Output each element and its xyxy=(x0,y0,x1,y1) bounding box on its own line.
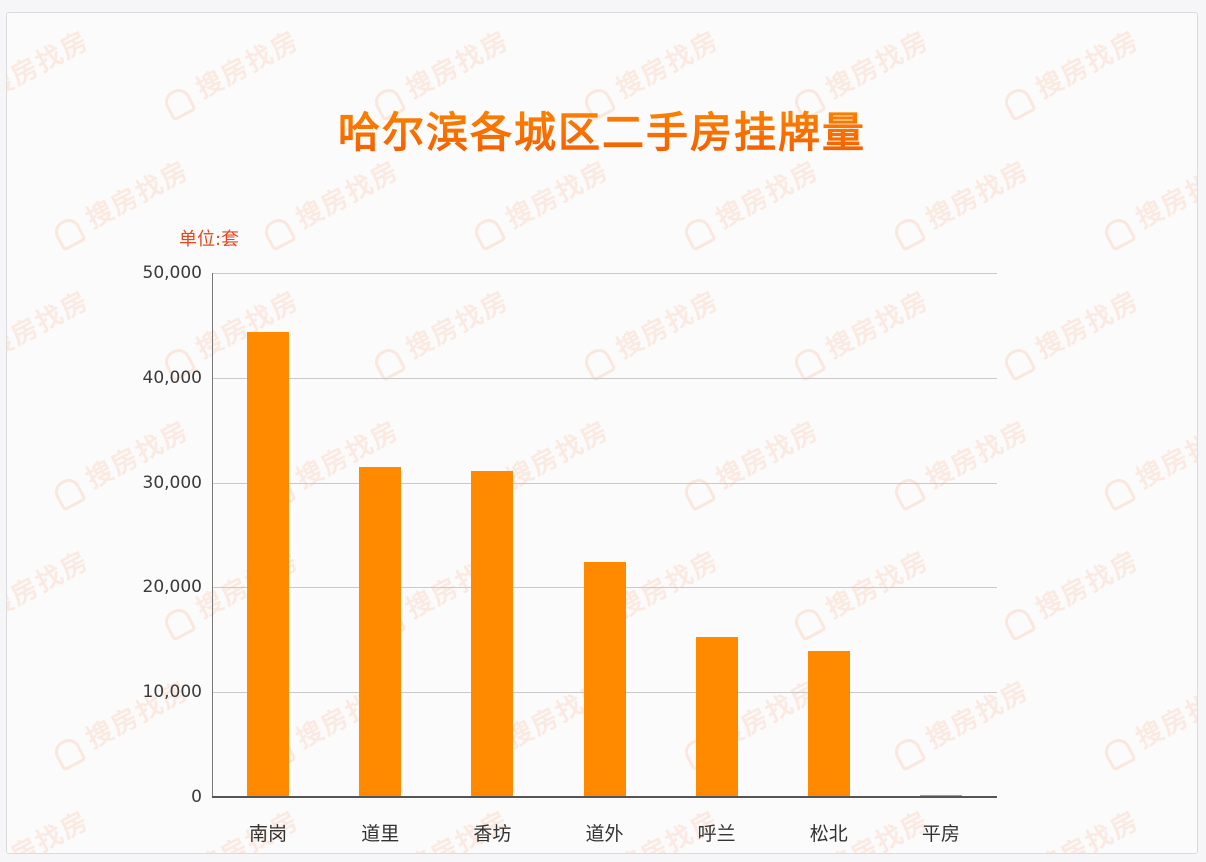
unit-label: 单位:套 xyxy=(179,229,240,250)
watermark: 搜房找房 xyxy=(6,545,95,625)
watermark: 搜房找房 xyxy=(47,410,195,512)
x-tick-label: 平房 xyxy=(921,823,960,845)
x-tick-label: 南岗 xyxy=(249,823,288,845)
x-tick-label: 道外 xyxy=(585,823,624,845)
gridline xyxy=(212,377,997,379)
house-logo-icon xyxy=(1100,214,1137,252)
house-logo-icon xyxy=(790,344,827,382)
house-logo-icon xyxy=(370,344,407,382)
watermark: 搜房找房 xyxy=(887,150,1035,252)
x-axis xyxy=(212,796,997,798)
bar-3 xyxy=(583,562,626,797)
chart-frame: 搜房找房 搜房找房 搜房找房 搜房找房 搜房找房 搜房找房 搜房找房 搜房找房 搜房找房 搜房找房… xyxy=(6,12,1198,854)
chart-title: 哈尔滨各城区二手房挂牌量 xyxy=(7,99,1197,160)
house-logo-icon xyxy=(470,214,507,252)
house-logo-icon xyxy=(890,474,927,512)
house-logo-icon xyxy=(680,474,717,512)
watermark: 搜房找房 xyxy=(677,410,825,512)
watermark: 搜房找房 xyxy=(997,540,1145,642)
x-tick-label: 香坊 xyxy=(473,823,512,845)
house-logo-icon xyxy=(580,344,617,382)
x-tick-label: 松北 xyxy=(809,823,848,845)
bar-1 xyxy=(359,466,402,797)
y-tick-label: 40,000 xyxy=(142,367,202,388)
x-tick-label: 呼兰 xyxy=(697,823,736,845)
watermark: 搜房找房 xyxy=(1097,410,1197,512)
house-logo-icon xyxy=(1000,604,1037,642)
y-tick-label: 0 xyxy=(191,787,202,807)
y-tick-label: 10,000 xyxy=(142,682,202,703)
watermark: 搜房找房 xyxy=(887,670,1035,772)
house-logo-icon xyxy=(890,214,927,252)
bar-4 xyxy=(695,636,738,797)
watermark: 搜房找房 xyxy=(467,150,615,252)
x-tick-label: 道里 xyxy=(361,823,400,845)
watermark: 搜房找房 xyxy=(787,540,935,642)
gridline xyxy=(212,273,997,274)
watermark: 搜房找房 xyxy=(787,280,935,382)
house-logo-icon xyxy=(160,604,197,642)
house-logo-icon xyxy=(1100,474,1137,512)
watermark: 搜房找房 xyxy=(1097,670,1197,772)
house-logo-icon xyxy=(50,214,87,252)
watermark: 搜房找房 xyxy=(997,280,1145,382)
house-logo-icon xyxy=(50,474,87,512)
bar-2 xyxy=(471,471,514,797)
house-logo-icon xyxy=(680,214,717,252)
house-logo-icon xyxy=(260,214,297,252)
y-tick-label: 20,000 xyxy=(142,577,202,598)
house-logo-icon xyxy=(890,734,927,772)
house-logo-icon xyxy=(1000,344,1037,382)
watermark: 搜房找房 xyxy=(47,150,195,252)
watermark: 搜房找房 xyxy=(257,150,405,252)
y-axis xyxy=(212,273,213,797)
house-logo-icon xyxy=(50,734,87,772)
watermark: 搜房找房 xyxy=(367,280,515,382)
watermark: 搜房找房 xyxy=(677,150,825,252)
gridline xyxy=(212,482,997,484)
watermark: 搜房找房 xyxy=(887,410,1035,512)
watermark: 搜房找房 xyxy=(6,285,95,365)
house-logo-icon xyxy=(1100,734,1137,772)
watermark: 搜房找房 xyxy=(1097,150,1197,252)
house-logo-icon xyxy=(790,604,827,642)
bar-5 xyxy=(807,651,850,797)
bar-0 xyxy=(247,331,290,797)
watermark: 搜房找房 xyxy=(577,280,725,382)
y-tick-label: 30,000 xyxy=(142,472,202,493)
watermark: 搜房找房 xyxy=(6,805,95,854)
watermark: 搜房找房 xyxy=(1031,805,1145,854)
y-tick-label: 50,000 xyxy=(142,263,202,283)
